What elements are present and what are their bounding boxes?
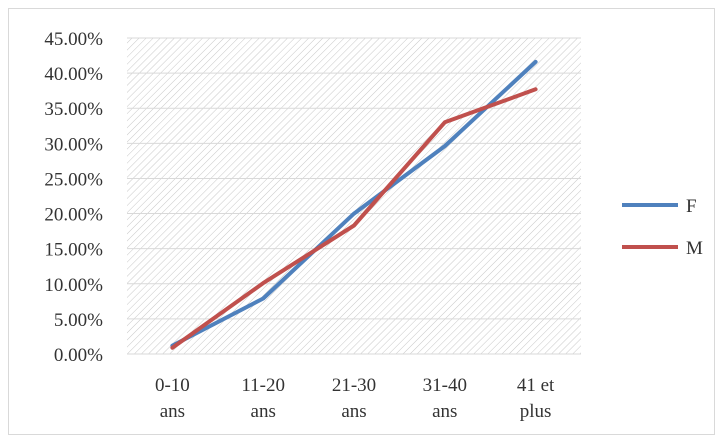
x-tick-label: 31-40 ans (423, 375, 467, 422)
x-tick-label: 41 et plus (517, 375, 555, 422)
y-tick-label: 35.00% (44, 99, 103, 120)
legend: FM (622, 196, 703, 259)
y-tick-label: 45.00% (44, 29, 103, 50)
series-line-f (170, 59, 538, 348)
y-tick-label: 15.00% (44, 240, 103, 261)
gridlines (127, 37, 581, 355)
series-lines (170, 59, 538, 350)
x-tick-label: 11-20 ans (241, 375, 285, 422)
y-tick-label: 30.00% (44, 134, 103, 155)
y-tick-label: 25.00% (44, 169, 103, 190)
x-axis-tick-labels: 0-10 ans 11-20 ans 21-30 ans 31-40 ans 41 et plus (155, 375, 555, 422)
y-tick-label: 0.00% (54, 345, 103, 366)
y-axis-tick-labels: 0.00% 5.00% 10.00% 15.00% 20.00% 25.00% 30.00%… (44, 29, 103, 366)
series-line-m (170, 87, 538, 350)
y-tick-label: 5.00% (54, 310, 103, 331)
x-tick-label: 0-10 ans (155, 375, 190, 422)
y-tick-label: 10.00% (44, 275, 103, 296)
y-tick-label: 20.00% (44, 205, 103, 226)
x-tick-label: 21-30 ans (332, 375, 376, 422)
legend-label-m: M (686, 238, 703, 259)
legend-label-f: F (686, 196, 697, 217)
y-tick-label: 40.00% (44, 64, 103, 85)
